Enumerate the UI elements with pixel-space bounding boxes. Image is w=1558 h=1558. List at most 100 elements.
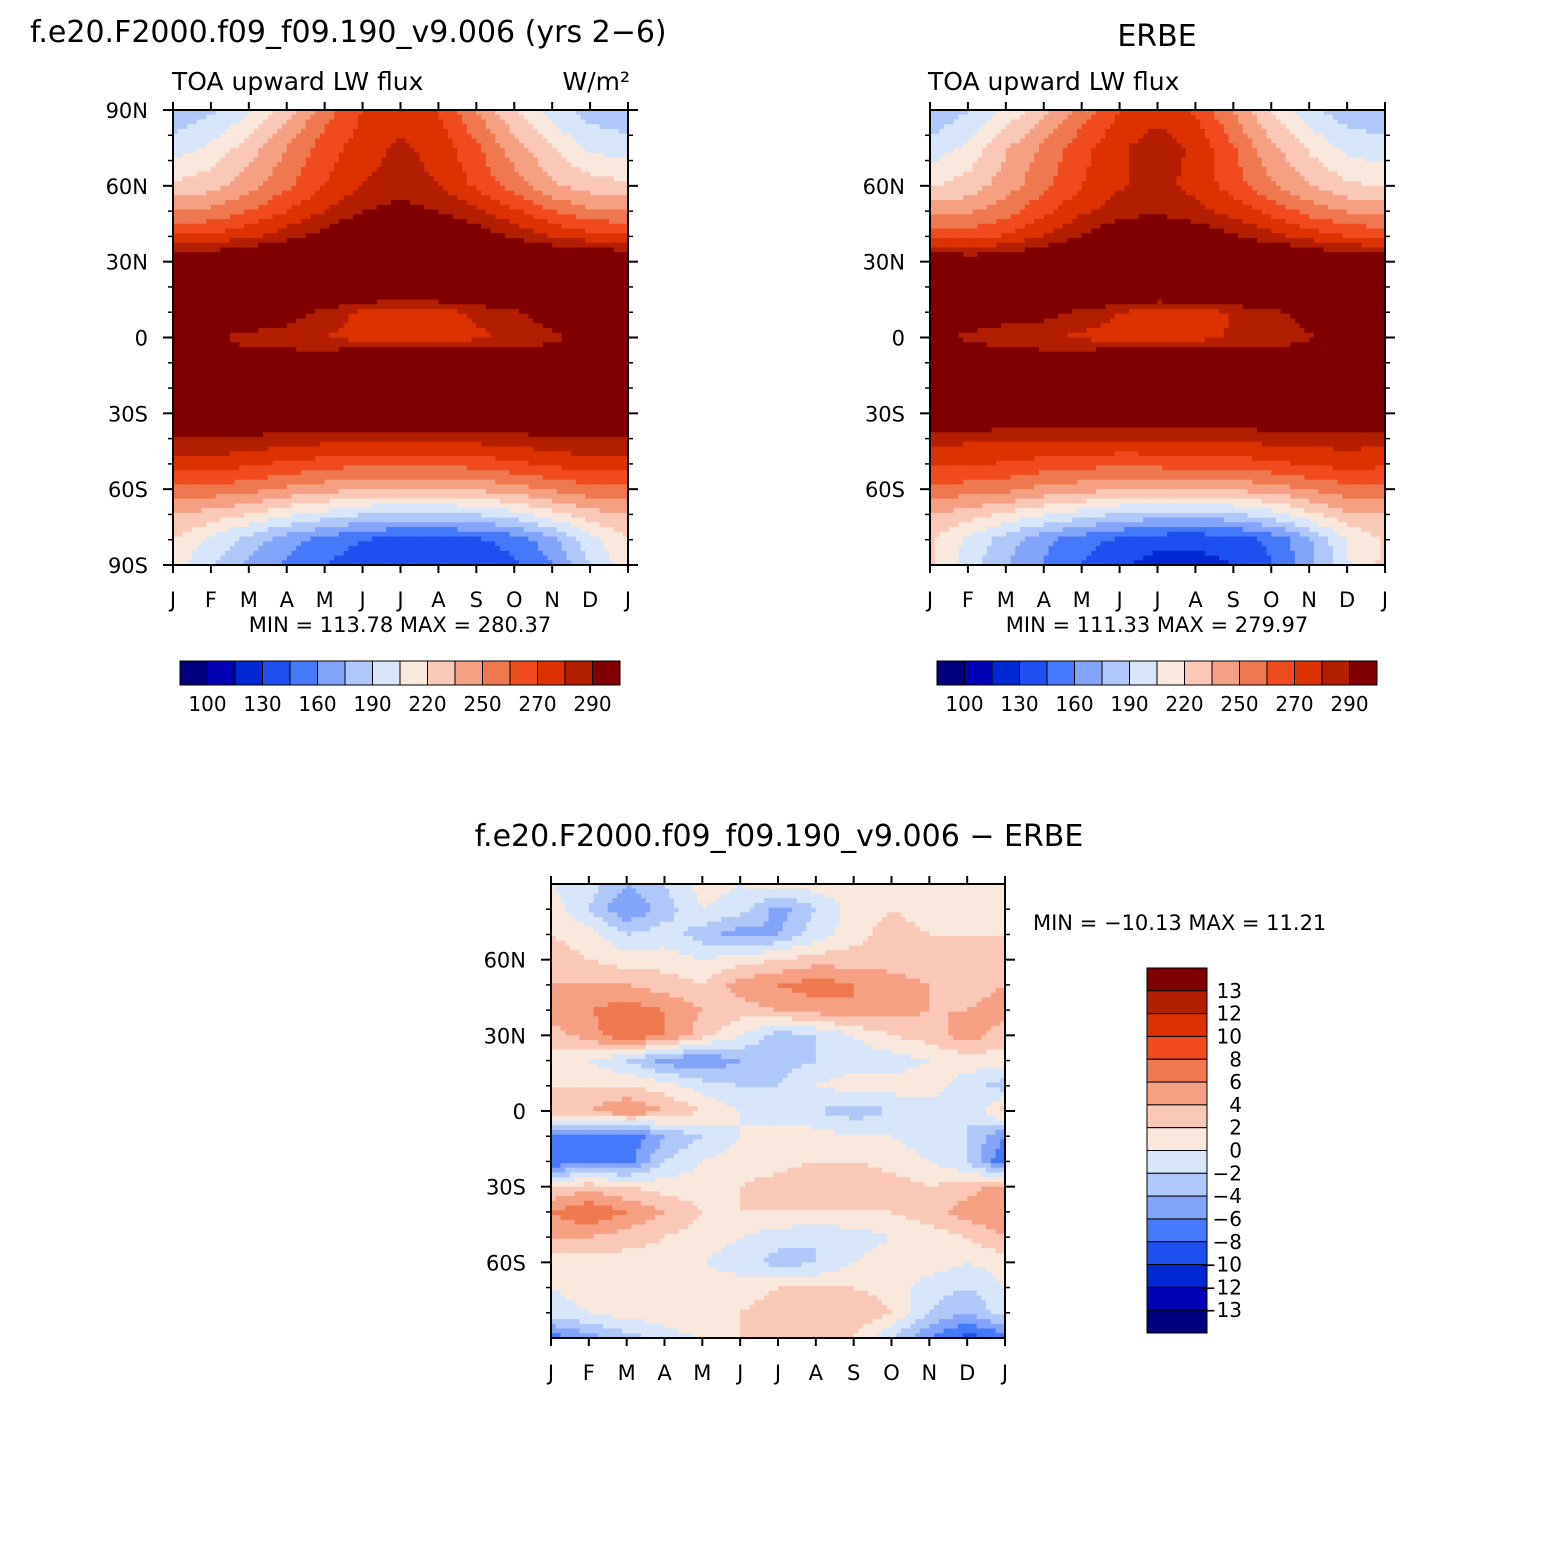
model-cell — [216, 191, 221, 196]
model-cell — [344, 333, 349, 338]
model-cell — [419, 214, 424, 219]
model-cell — [334, 210, 339, 215]
model-cell — [358, 157, 363, 162]
model-cell — [273, 281, 278, 286]
model-cell — [348, 352, 353, 357]
model-cell — [182, 148, 187, 153]
model-cell — [249, 176, 254, 181]
model-cell — [524, 205, 529, 210]
model-cell — [533, 176, 538, 181]
model-cell — [216, 157, 221, 162]
model-cell — [225, 323, 230, 328]
model-cell — [344, 257, 349, 262]
model-cell — [216, 323, 221, 328]
model-cell — [609, 262, 614, 267]
model-cell — [296, 167, 301, 172]
model-cell — [524, 347, 529, 352]
model-cell — [410, 148, 415, 153]
model-cell — [258, 228, 263, 233]
model-cell — [595, 290, 600, 295]
model-cell — [448, 352, 453, 357]
model-cell — [505, 134, 510, 139]
model-cell — [263, 238, 268, 243]
model-cell — [405, 347, 410, 352]
model-cell — [372, 228, 377, 233]
model-cell — [505, 200, 510, 205]
model-cell — [306, 181, 311, 186]
model-cell — [325, 252, 330, 257]
model-cell — [524, 162, 529, 167]
model-cell — [571, 233, 576, 238]
model-cell — [391, 195, 396, 200]
model-cell — [519, 257, 524, 262]
model-cell — [329, 238, 334, 243]
model-cell — [448, 167, 453, 172]
model-cell — [315, 129, 320, 134]
model-cell — [533, 214, 538, 219]
model-cell — [230, 124, 235, 129]
model-cell — [571, 162, 576, 167]
model-cell — [614, 238, 619, 243]
model-cell — [571, 119, 576, 124]
model-cell — [334, 138, 339, 143]
model-cell — [472, 224, 477, 229]
model-cell — [415, 200, 420, 205]
model-cell — [320, 176, 325, 181]
model-cell — [434, 205, 439, 210]
model-cell — [476, 195, 481, 200]
model-cell — [306, 352, 311, 357]
model-cell — [429, 233, 434, 238]
model-cell — [462, 214, 467, 219]
model-cell — [505, 191, 510, 196]
model-cell — [391, 262, 396, 267]
model-cell — [604, 238, 609, 243]
model-cell — [310, 210, 315, 215]
model-cell — [500, 124, 505, 129]
model-cell — [438, 314, 443, 319]
model-cell — [187, 191, 192, 196]
model-cell — [566, 233, 571, 238]
model-cell — [220, 115, 225, 120]
model-cell — [396, 328, 401, 333]
model-cell — [448, 314, 453, 319]
model-cell — [609, 342, 614, 347]
model-cell — [472, 153, 477, 158]
model-cell — [325, 228, 330, 233]
model-cell — [519, 300, 524, 305]
model-cell — [472, 134, 477, 139]
model-cell — [619, 290, 624, 295]
model-cell — [419, 338, 424, 343]
model-cell — [344, 304, 349, 309]
model-cell — [192, 119, 197, 124]
model-cell — [344, 205, 349, 210]
model-cell — [576, 290, 581, 295]
model-cell — [510, 214, 515, 219]
model-cell — [552, 347, 557, 352]
model-cell — [566, 219, 571, 224]
model-cell — [206, 153, 211, 158]
model-cell — [538, 195, 543, 200]
model-cell — [410, 295, 415, 300]
model-cell — [348, 233, 353, 238]
model-cell — [562, 338, 567, 343]
model-cell — [334, 247, 339, 252]
model-cell — [581, 323, 586, 328]
model-cell — [367, 347, 372, 352]
model-cell — [258, 281, 263, 286]
model-cell — [415, 338, 420, 343]
model-cell — [344, 176, 349, 181]
model-cell — [505, 119, 510, 124]
model-cell — [462, 167, 467, 172]
model-cell — [434, 243, 439, 248]
model-cell — [619, 271, 624, 276]
model-cell — [353, 285, 358, 290]
model-cell — [239, 224, 244, 229]
model-cell — [434, 266, 439, 271]
model-cell — [182, 300, 187, 305]
model-cell — [467, 290, 472, 295]
model-cell — [410, 167, 415, 172]
model-cell — [595, 214, 600, 219]
model-cell — [310, 342, 315, 347]
model-cell — [491, 205, 496, 210]
model-cell — [438, 153, 443, 158]
